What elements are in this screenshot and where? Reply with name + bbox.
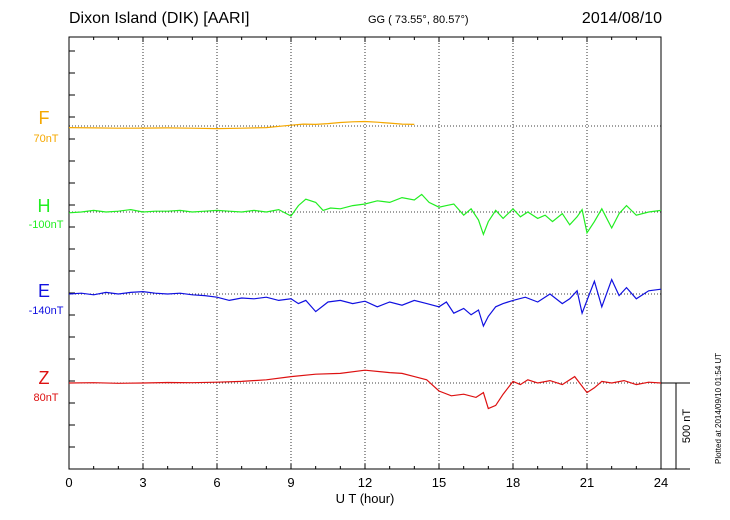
x-tick-label: 6 xyxy=(213,475,220,490)
x-tick-label: 9 xyxy=(287,475,294,490)
scale-bar-label: 500 nT xyxy=(681,409,693,444)
series-baseline-label-e: -140nT xyxy=(29,305,64,317)
series-baseline-label-f: 70nT xyxy=(33,133,58,145)
series-line-z xyxy=(68,369,662,410)
series-name-h: H xyxy=(38,196,51,216)
series-baseline-label-z: 80nT xyxy=(33,392,58,404)
x-tick-label: 24 xyxy=(654,475,668,490)
series-baseline-label-h: -100nT xyxy=(29,219,64,231)
chart-date: 2014/08/10 xyxy=(581,10,662,27)
x-axis-label: U T (hour) xyxy=(336,491,395,506)
x-tick-label: 18 xyxy=(506,475,520,490)
station-title: Dixon Island (DIK) [AARI] xyxy=(69,10,250,27)
series-line-e xyxy=(68,278,662,328)
series-name-e: E xyxy=(38,281,50,301)
series-name-z: Z xyxy=(39,368,50,388)
geographic-coordinates: GG ( 73.55°, 80.57°) xyxy=(368,14,469,26)
x-tick-label: 0 xyxy=(65,475,72,490)
series-name-f: F xyxy=(39,108,50,128)
plotted-timestamp: Plotted at 2014/09/10 01:54 UT xyxy=(714,352,723,464)
x-tick-label: 12 xyxy=(358,475,372,490)
x-tick-label: 15 xyxy=(432,475,446,490)
series-line-f xyxy=(68,120,415,130)
series-line-h xyxy=(68,193,662,237)
x-tick-label: 3 xyxy=(139,475,146,490)
x-tick-label: 21 xyxy=(580,475,594,490)
